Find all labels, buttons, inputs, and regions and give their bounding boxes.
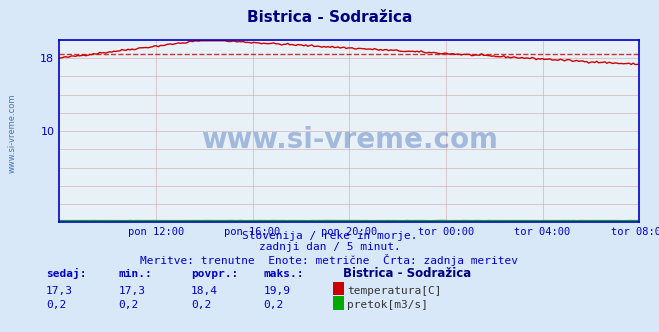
Text: Bistrica - Sodražica: Bistrica - Sodražica — [343, 267, 471, 280]
Bar — [333, 282, 344, 295]
Bar — [333, 296, 344, 310]
Text: Bistrica - Sodražica: Bistrica - Sodražica — [247, 10, 412, 25]
Text: 17,3: 17,3 — [46, 286, 73, 296]
Text: Slovenija / reke in morje.: Slovenija / reke in morje. — [242, 231, 417, 241]
Text: www.si-vreme.com: www.si-vreme.com — [201, 126, 498, 154]
Text: sedaj:: sedaj: — [46, 268, 86, 279]
Text: Meritve: trenutne  Enote: metrične  Črta: zadnja meritev: Meritve: trenutne Enote: metrične Črta: … — [140, 254, 519, 266]
Text: 0,2: 0,2 — [264, 300, 284, 310]
Text: 17,3: 17,3 — [119, 286, 146, 296]
Text: pretok[m3/s]: pretok[m3/s] — [347, 300, 428, 310]
Text: temperatura[C]: temperatura[C] — [347, 286, 442, 296]
Text: 19,9: 19,9 — [264, 286, 291, 296]
Text: 0,2: 0,2 — [46, 300, 67, 310]
Text: 18,4: 18,4 — [191, 286, 218, 296]
Text: povpr.:: povpr.: — [191, 269, 239, 279]
Text: www.si-vreme.com: www.si-vreme.com — [8, 93, 17, 173]
Text: maks.:: maks.: — [264, 269, 304, 279]
Text: 0,2: 0,2 — [191, 300, 212, 310]
Text: min.:: min.: — [119, 269, 152, 279]
Text: 0,2: 0,2 — [119, 300, 139, 310]
Text: zadnji dan / 5 minut.: zadnji dan / 5 minut. — [258, 242, 401, 252]
